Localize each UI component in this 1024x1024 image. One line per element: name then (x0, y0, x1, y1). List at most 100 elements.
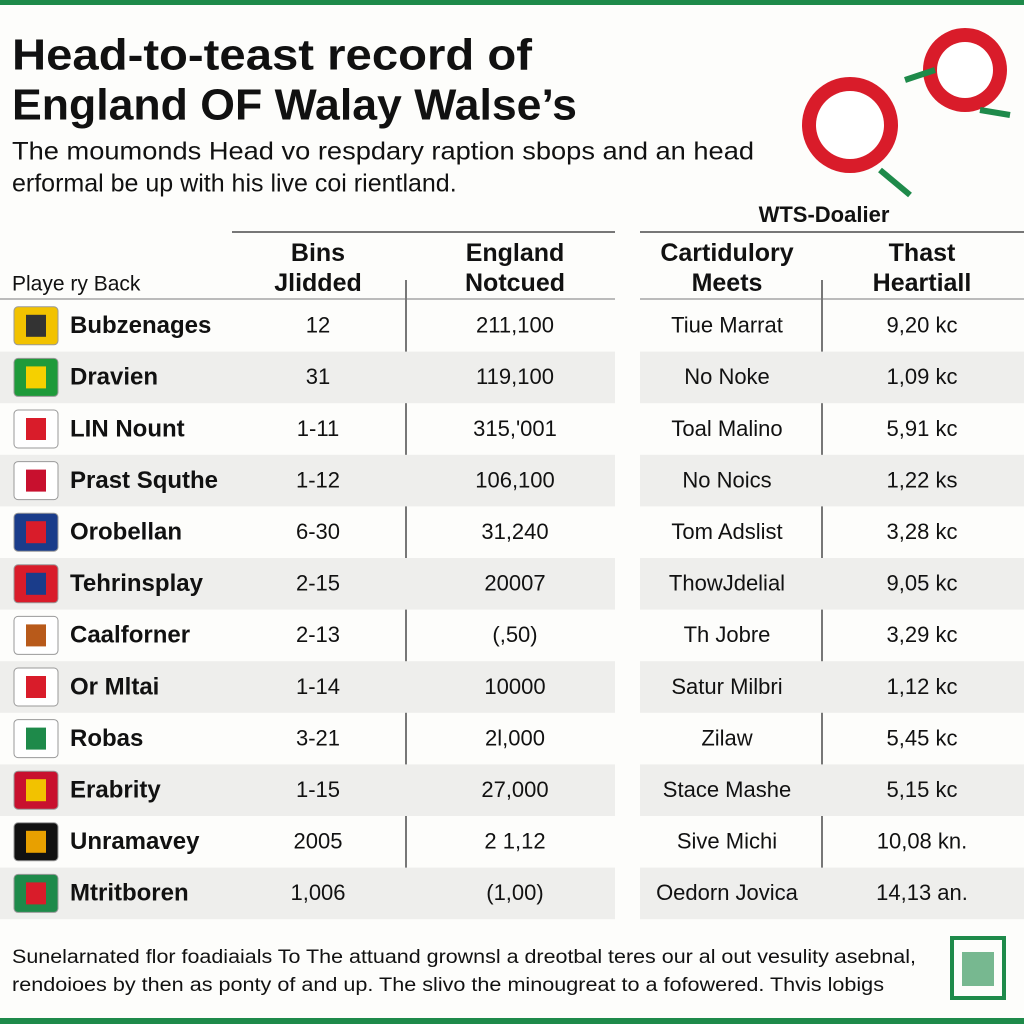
cell: Sive Michi (677, 829, 777, 854)
cell: 1-14 (296, 674, 340, 699)
cell: 2005 (294, 829, 343, 854)
flag-icon (26, 779, 46, 802)
row-name: Prast Squthe (70, 467, 218, 494)
row-name: Unramavey (70, 828, 200, 855)
row-name: Dravien (70, 364, 158, 391)
cell: 10,08 kn. (877, 829, 968, 854)
row-shade (0, 558, 615, 610)
row-name: Tehrinsplay (70, 570, 204, 597)
flag-icon (26, 676, 46, 698)
cell: 2 1,12 (484, 829, 545, 854)
cell: No Noics (682, 467, 771, 492)
row-shade (0, 764, 615, 816)
cell: 9,05 kc (887, 571, 958, 596)
row-shade (640, 351, 1024, 404)
title: Head-to-teast record of (12, 31, 532, 80)
row-shade (0, 867, 615, 920)
row-shade (0, 661, 615, 713)
column-header: Thast Heartiall (873, 239, 972, 297)
cell: Zilaw (701, 725, 752, 750)
cell: Satur Milbri (671, 674, 782, 699)
decoration (802, 28, 1011, 198)
cell: 3,29 kc (887, 622, 958, 647)
row-shade (640, 867, 1024, 920)
cell: 5,45 kc (887, 725, 958, 750)
cell: 27,000 (481, 777, 548, 802)
cell: ThowJdelial (669, 571, 785, 596)
column-header: Bins Jlidded (274, 239, 362, 297)
column-header: Playe ry Back (12, 273, 141, 296)
footer-emblem (962, 952, 994, 986)
row-shade (640, 661, 1024, 713)
cell: Toal Malino (671, 416, 782, 441)
top-border (0, 0, 1024, 5)
cell: 12 (306, 313, 330, 338)
cell: Stace Mashe (663, 777, 791, 802)
flag-icon (26, 882, 46, 905)
cell: 315,'001 (473, 416, 557, 441)
cell: (1,00) (486, 880, 543, 905)
row-shade (0, 454, 615, 507)
cell: 1-15 (296, 777, 340, 802)
row-name: LIN Nount (70, 415, 185, 442)
cell: 5,91 kc (887, 416, 958, 441)
cell: Oedorn Jovica (656, 880, 799, 905)
row-name: Mtritboren (70, 880, 189, 907)
flag-icon (26, 366, 46, 389)
row-name: Robas (70, 725, 143, 752)
flag-icon (26, 727, 46, 750)
cell: 31,240 (481, 519, 548, 544)
flag-icon (26, 521, 46, 544)
cell: 1-12 (296, 467, 340, 492)
cell: 6-30 (296, 519, 340, 544)
row-name: Or Mltai (70, 673, 159, 700)
cell: Tiue Marrat (671, 313, 783, 338)
cell: Th Jobre (684, 622, 771, 647)
cell: 14,13 an. (876, 880, 968, 905)
flag-icon (26, 469, 46, 492)
flag-icon (26, 418, 46, 440)
cell: 31 (306, 364, 330, 389)
cell: 1,006 (290, 880, 345, 905)
cell: 1,09 kc (887, 364, 958, 389)
cell: (,50) (492, 622, 537, 647)
row-shade (640, 454, 1024, 507)
cell: 10000 (484, 674, 545, 699)
cell: 20007 (484, 571, 545, 596)
group-label: WTS-Doalier (759, 202, 890, 227)
footer-text: Sunelarnated flor foadiaials To The attu… (12, 947, 916, 968)
cell: 2l,000 (485, 725, 545, 750)
row-shade (0, 351, 615, 404)
row-shade (640, 764, 1024, 816)
footer-emblem (950, 936, 1006, 1000)
bottom-border (0, 1018, 1024, 1024)
row-name: Erabrity (70, 777, 161, 804)
subtitle: The moumonds Head vo respdary raption sb… (12, 138, 754, 166)
title: England OF Walay Walse’s (12, 81, 577, 130)
cell: 106,100 (475, 467, 555, 492)
cell: 2-15 (296, 571, 340, 596)
cell: 211,100 (476, 313, 554, 338)
cell: 9,20 kc (887, 313, 958, 338)
cell: No Noke (684, 364, 770, 389)
cell: 3-21 (296, 725, 340, 750)
cell: 3,28 kc (887, 519, 958, 544)
subtitle: erformal be up with his live coi rientla… (12, 170, 457, 198)
footer-text: rendoioes by then as ponty of and up. Th… (12, 975, 884, 996)
cell: Tom Adslist (671, 519, 782, 544)
row-name: Orobellan (70, 519, 182, 546)
flag-icon (26, 624, 46, 647)
cell: 1-11 (297, 416, 339, 441)
column-header: England Notcued (465, 239, 565, 297)
flag-icon (26, 572, 46, 595)
cell: 2-13 (296, 622, 340, 647)
row-name: Bubzenages (70, 312, 211, 339)
cell: 5,15 kc (887, 777, 958, 802)
cell: 1,22 ks (887, 467, 958, 492)
row-shade (640, 558, 1024, 610)
column-header: Cartidulory Meets (660, 239, 793, 297)
cell: 119,100 (476, 364, 554, 389)
flag-icon (26, 830, 46, 853)
cell: 1,12 kc (887, 674, 958, 699)
